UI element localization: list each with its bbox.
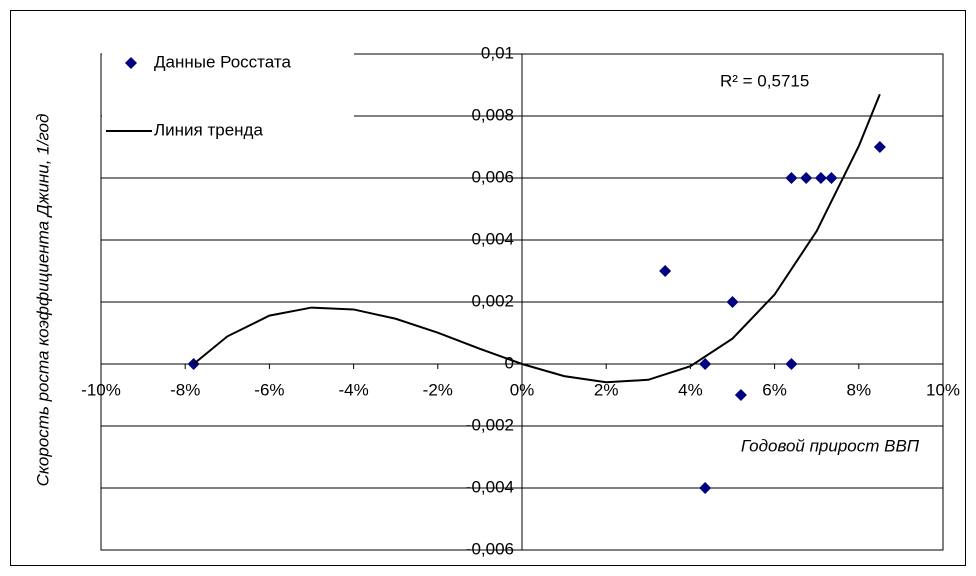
data-point — [699, 358, 712, 370]
x-tick-label: 6% — [762, 380, 787, 399]
legend-label: Данные Росстата — [154, 52, 291, 71]
x-tick-label: -10% — [81, 380, 121, 399]
y-axis-title: Скорость роста коэффициента Джини, 1/год — [33, 114, 52, 487]
data-point — [726, 296, 739, 308]
x-tick-label: 4% — [678, 380, 703, 399]
data-point — [873, 141, 886, 153]
legend-marker — [125, 57, 137, 69]
x-tick-label: 2% — [594, 380, 619, 399]
y-tick-label: 0,008 — [471, 105, 514, 124]
y-tick-label: 0,01 — [481, 43, 514, 62]
legend-label: Линия тренда — [154, 120, 263, 139]
y-tick-label: 0 — [505, 353, 514, 372]
y-tick-label: 0,002 — [471, 291, 514, 310]
y-tick-label: 0,006 — [471, 167, 514, 186]
y-tick-label: 0,004 — [471, 229, 514, 248]
x-tick-label: -6% — [254, 380, 284, 399]
x-tick-label: 10% — [926, 380, 960, 399]
data-point — [734, 389, 747, 401]
y-tick-label: -0,002 — [466, 415, 514, 434]
data-point — [659, 265, 672, 277]
x-tick-label: 0% — [510, 380, 535, 399]
x-axis-title: Годовой прирост ВВП — [741, 436, 920, 455]
x-tick-label: 8% — [847, 380, 872, 399]
y-tick-label: -0,006 — [466, 539, 514, 558]
data-point — [699, 482, 712, 494]
legend-box — [102, 40, 354, 174]
data-point — [785, 358, 798, 370]
data-point — [785, 172, 798, 184]
trend-line — [192, 93, 881, 384]
x-tick-label: -4% — [338, 380, 368, 399]
y-tick-label: -0,004 — [466, 477, 514, 496]
annotation: R² = 0,5715 — [720, 71, 809, 90]
x-tick-label: -2% — [423, 380, 453, 399]
x-tick-label: -8% — [170, 380, 200, 399]
data-point — [825, 172, 838, 184]
data-point — [814, 172, 827, 184]
data-point — [800, 172, 813, 184]
